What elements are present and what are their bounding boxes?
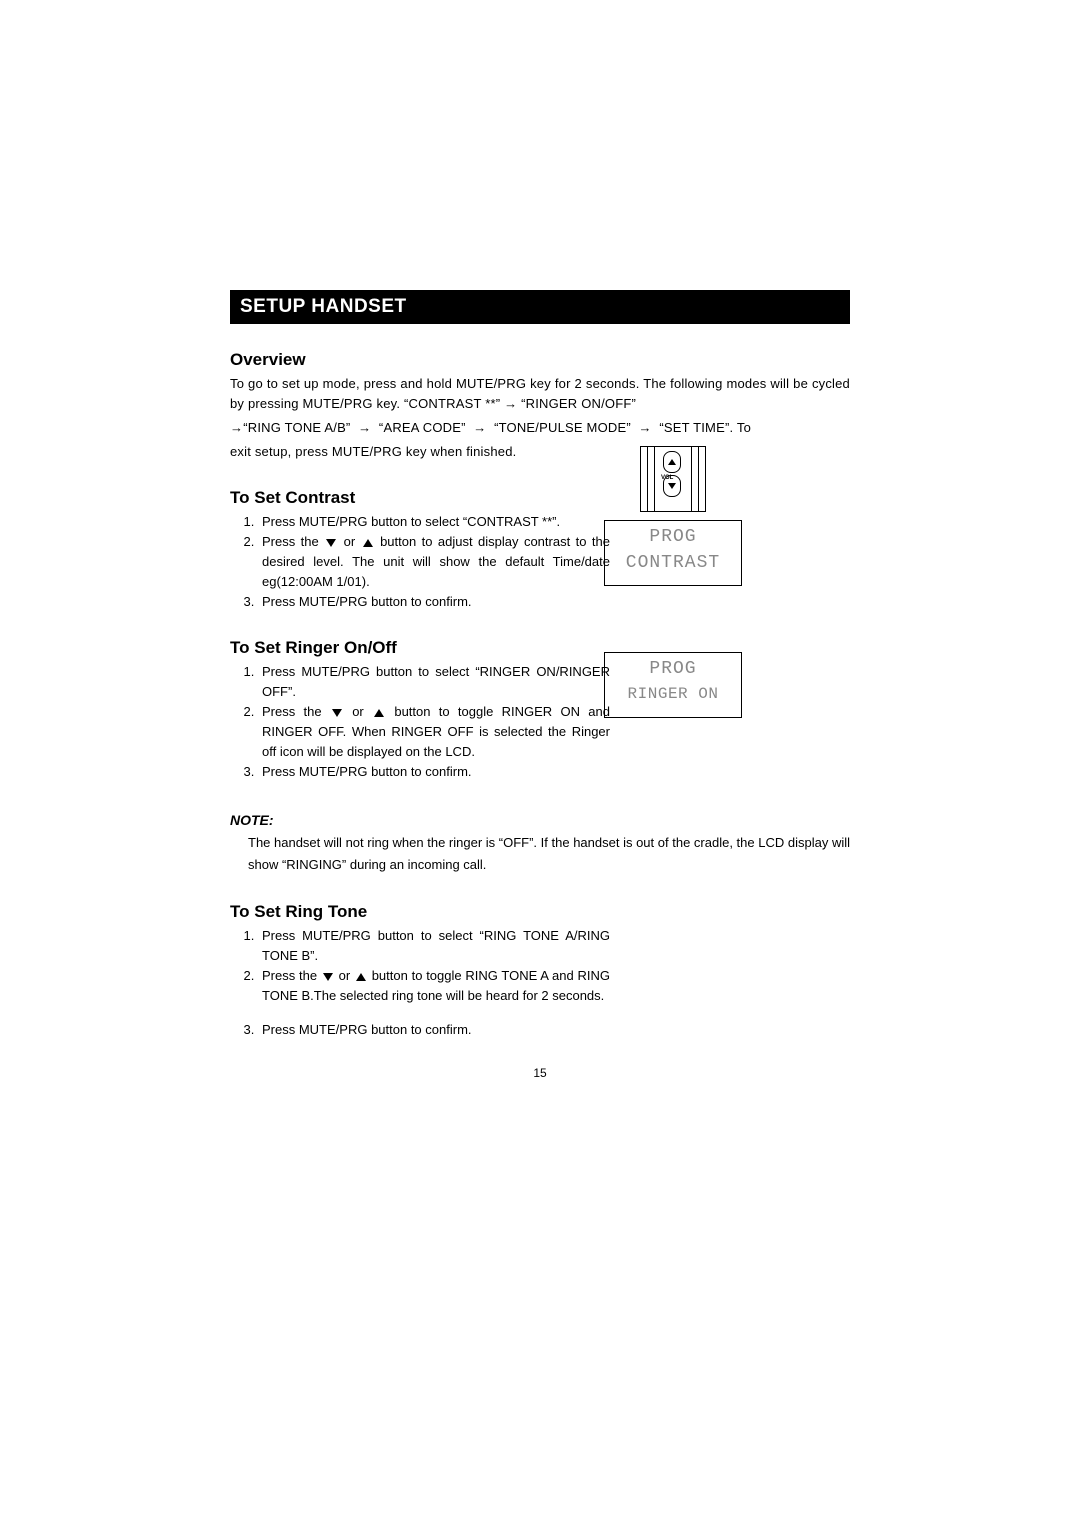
step-text: or	[344, 534, 356, 549]
arrow-icon: →	[230, 420, 243, 435]
lcd-ringer-illustration: PROG RINGER ON	[604, 652, 742, 718]
step-item: Press MUTE/PRG button to select “RING TO…	[258, 926, 610, 966]
arrow-icon: →	[354, 420, 375, 435]
overview-text-2d: “SET TIME”. To	[659, 420, 751, 435]
lcd-contrast-illustration: PROG CONTRAST	[604, 520, 742, 586]
step-text: Press the	[262, 534, 319, 549]
overview-text-1: To go to set up mode, press and hold MUT…	[230, 374, 850, 414]
overview-text-2: →“RING TONE A/B” → “AREA CODE” → “TONE/P…	[230, 418, 850, 438]
step-text: or	[352, 704, 364, 719]
ringtone-heading: To Set Ring Tone	[230, 902, 610, 922]
diagram-frame-line	[691, 447, 699, 511]
arrow-icon: →	[469, 420, 490, 435]
arrow-icon: →	[500, 396, 521, 411]
lcd-line2: RINGER ON	[605, 685, 741, 703]
title-bar: SETUP HANDSET	[230, 290, 850, 324]
volume-up-button-illustration	[663, 451, 681, 473]
diagram-frame-line	[647, 447, 655, 511]
step-item: Press MUTE/PRG button to confirm.	[258, 592, 610, 612]
overview-text-2b: “AREA CODE”	[379, 420, 466, 435]
step-item: Press the or button to toggle RINGER ON …	[258, 702, 610, 762]
document-page: SETUP HANDSET Overview To go to set up m…	[0, 0, 1080, 1160]
triangle-down-icon	[332, 709, 342, 717]
step-item: Press MUTE/PRG button to select “RINGER …	[258, 662, 610, 702]
lcd-line2: CONTRAST	[605, 553, 741, 573]
overview-text-2a: “RING TONE A/B”	[243, 420, 350, 435]
triangle-up-icon	[374, 709, 384, 717]
note-label: NOTE:	[230, 812, 850, 828]
step-item: Press MUTE/PRG button to select “CONTRAS…	[258, 512, 610, 532]
triangle-up-icon	[356, 973, 366, 981]
page-number: 15	[230, 1066, 850, 1080]
overview-text-1b: “RINGER ON/OFF”	[521, 396, 636, 411]
triangle-up-icon	[668, 459, 676, 465]
step-item: Press MUTE/PRG button to confirm.	[258, 1020, 610, 1040]
vol-label: VOL	[661, 475, 673, 481]
overview-text-2c: “TONE/PULSE MODE”	[494, 420, 631, 435]
ringtone-steps: Press MUTE/PRG button to select “RING TO…	[230, 926, 610, 1040]
contrast-steps: Press MUTE/PRG button to select “CONTRAS…	[230, 512, 610, 612]
note-text: The handset will not ring when the ringe…	[248, 832, 850, 876]
triangle-down-icon	[668, 483, 676, 489]
step-text: Press the	[262, 704, 322, 719]
overview-text-3: exit setup, press MUTE/PRG key when fini…	[230, 442, 850, 462]
volume-buttons-diagram: VOL	[640, 446, 706, 512]
ringer-heading: To Set Ringer On/Off	[230, 638, 610, 658]
contrast-heading: To Set Contrast	[230, 488, 610, 508]
ringer-steps: Press MUTE/PRG button to select “RINGER …	[230, 662, 610, 782]
triangle-down-icon	[326, 539, 336, 547]
step-item: Press the or button to toggle RING TONE …	[258, 966, 610, 1006]
step-item: Press the or button to adjust display co…	[258, 532, 610, 592]
step-text: Press the	[262, 968, 317, 983]
overview-heading: Overview	[230, 350, 850, 370]
step-text: or	[339, 968, 351, 983]
step-item: Press MUTE/PRG button to confirm.	[258, 762, 610, 782]
lcd-line1: PROG	[605, 659, 741, 679]
lcd-line1: PROG	[605, 527, 741, 547]
triangle-down-icon	[323, 973, 333, 981]
arrow-icon: →	[635, 420, 656, 435]
triangle-up-icon	[363, 539, 373, 547]
